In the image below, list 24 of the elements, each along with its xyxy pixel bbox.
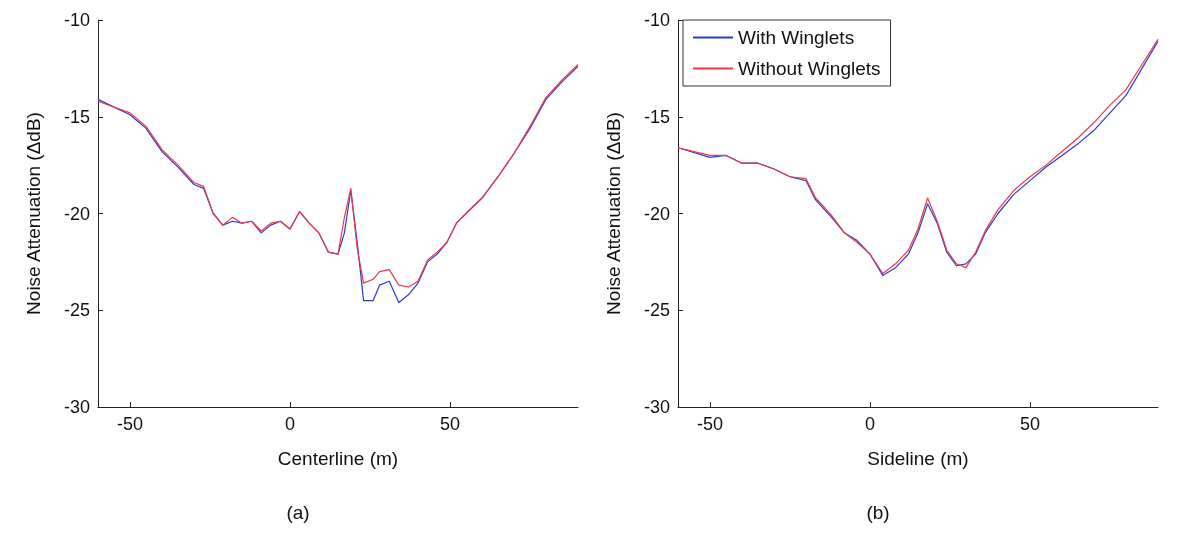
y-tick-label: -20	[63, 203, 90, 224]
text: (a)	[286, 502, 310, 523]
y-tick-label: -15	[63, 106, 90, 127]
y-tick-label: -25	[63, 300, 90, 321]
y-tick-label: -10	[63, 10, 90, 30]
y-axis-title: Noise Attenuation (ΔdB)	[603, 112, 624, 315]
x-axis-title: Sideline (m)	[867, 448, 969, 469]
y-tick-label: -30	[643, 397, 670, 417]
x-axis-title: Centerline (m)	[277, 448, 399, 469]
text: (b)	[866, 502, 890, 523]
legend-label: Without Winglets	[738, 58, 881, 79]
legend-label: With Winglets	[738, 27, 855, 48]
x-tick-label: -50	[116, 414, 144, 434]
y-tick-label: -15	[643, 106, 670, 127]
x-tick-label: 50	[439, 414, 461, 434]
y-tick-label: -20	[643, 203, 670, 224]
y-tick-label: -30	[63, 397, 90, 417]
x-tick-label: 0	[864, 414, 876, 434]
x-tick-label: -50	[696, 414, 724, 434]
y-axis-title: Noise Attenuation (ΔdB)	[23, 112, 44, 315]
y-tick-label: -25	[643, 300, 670, 321]
x-tick-label: 0	[284, 414, 296, 434]
x-tick-label: 50	[1019, 414, 1041, 434]
y-tick-label: -10	[643, 10, 670, 30]
